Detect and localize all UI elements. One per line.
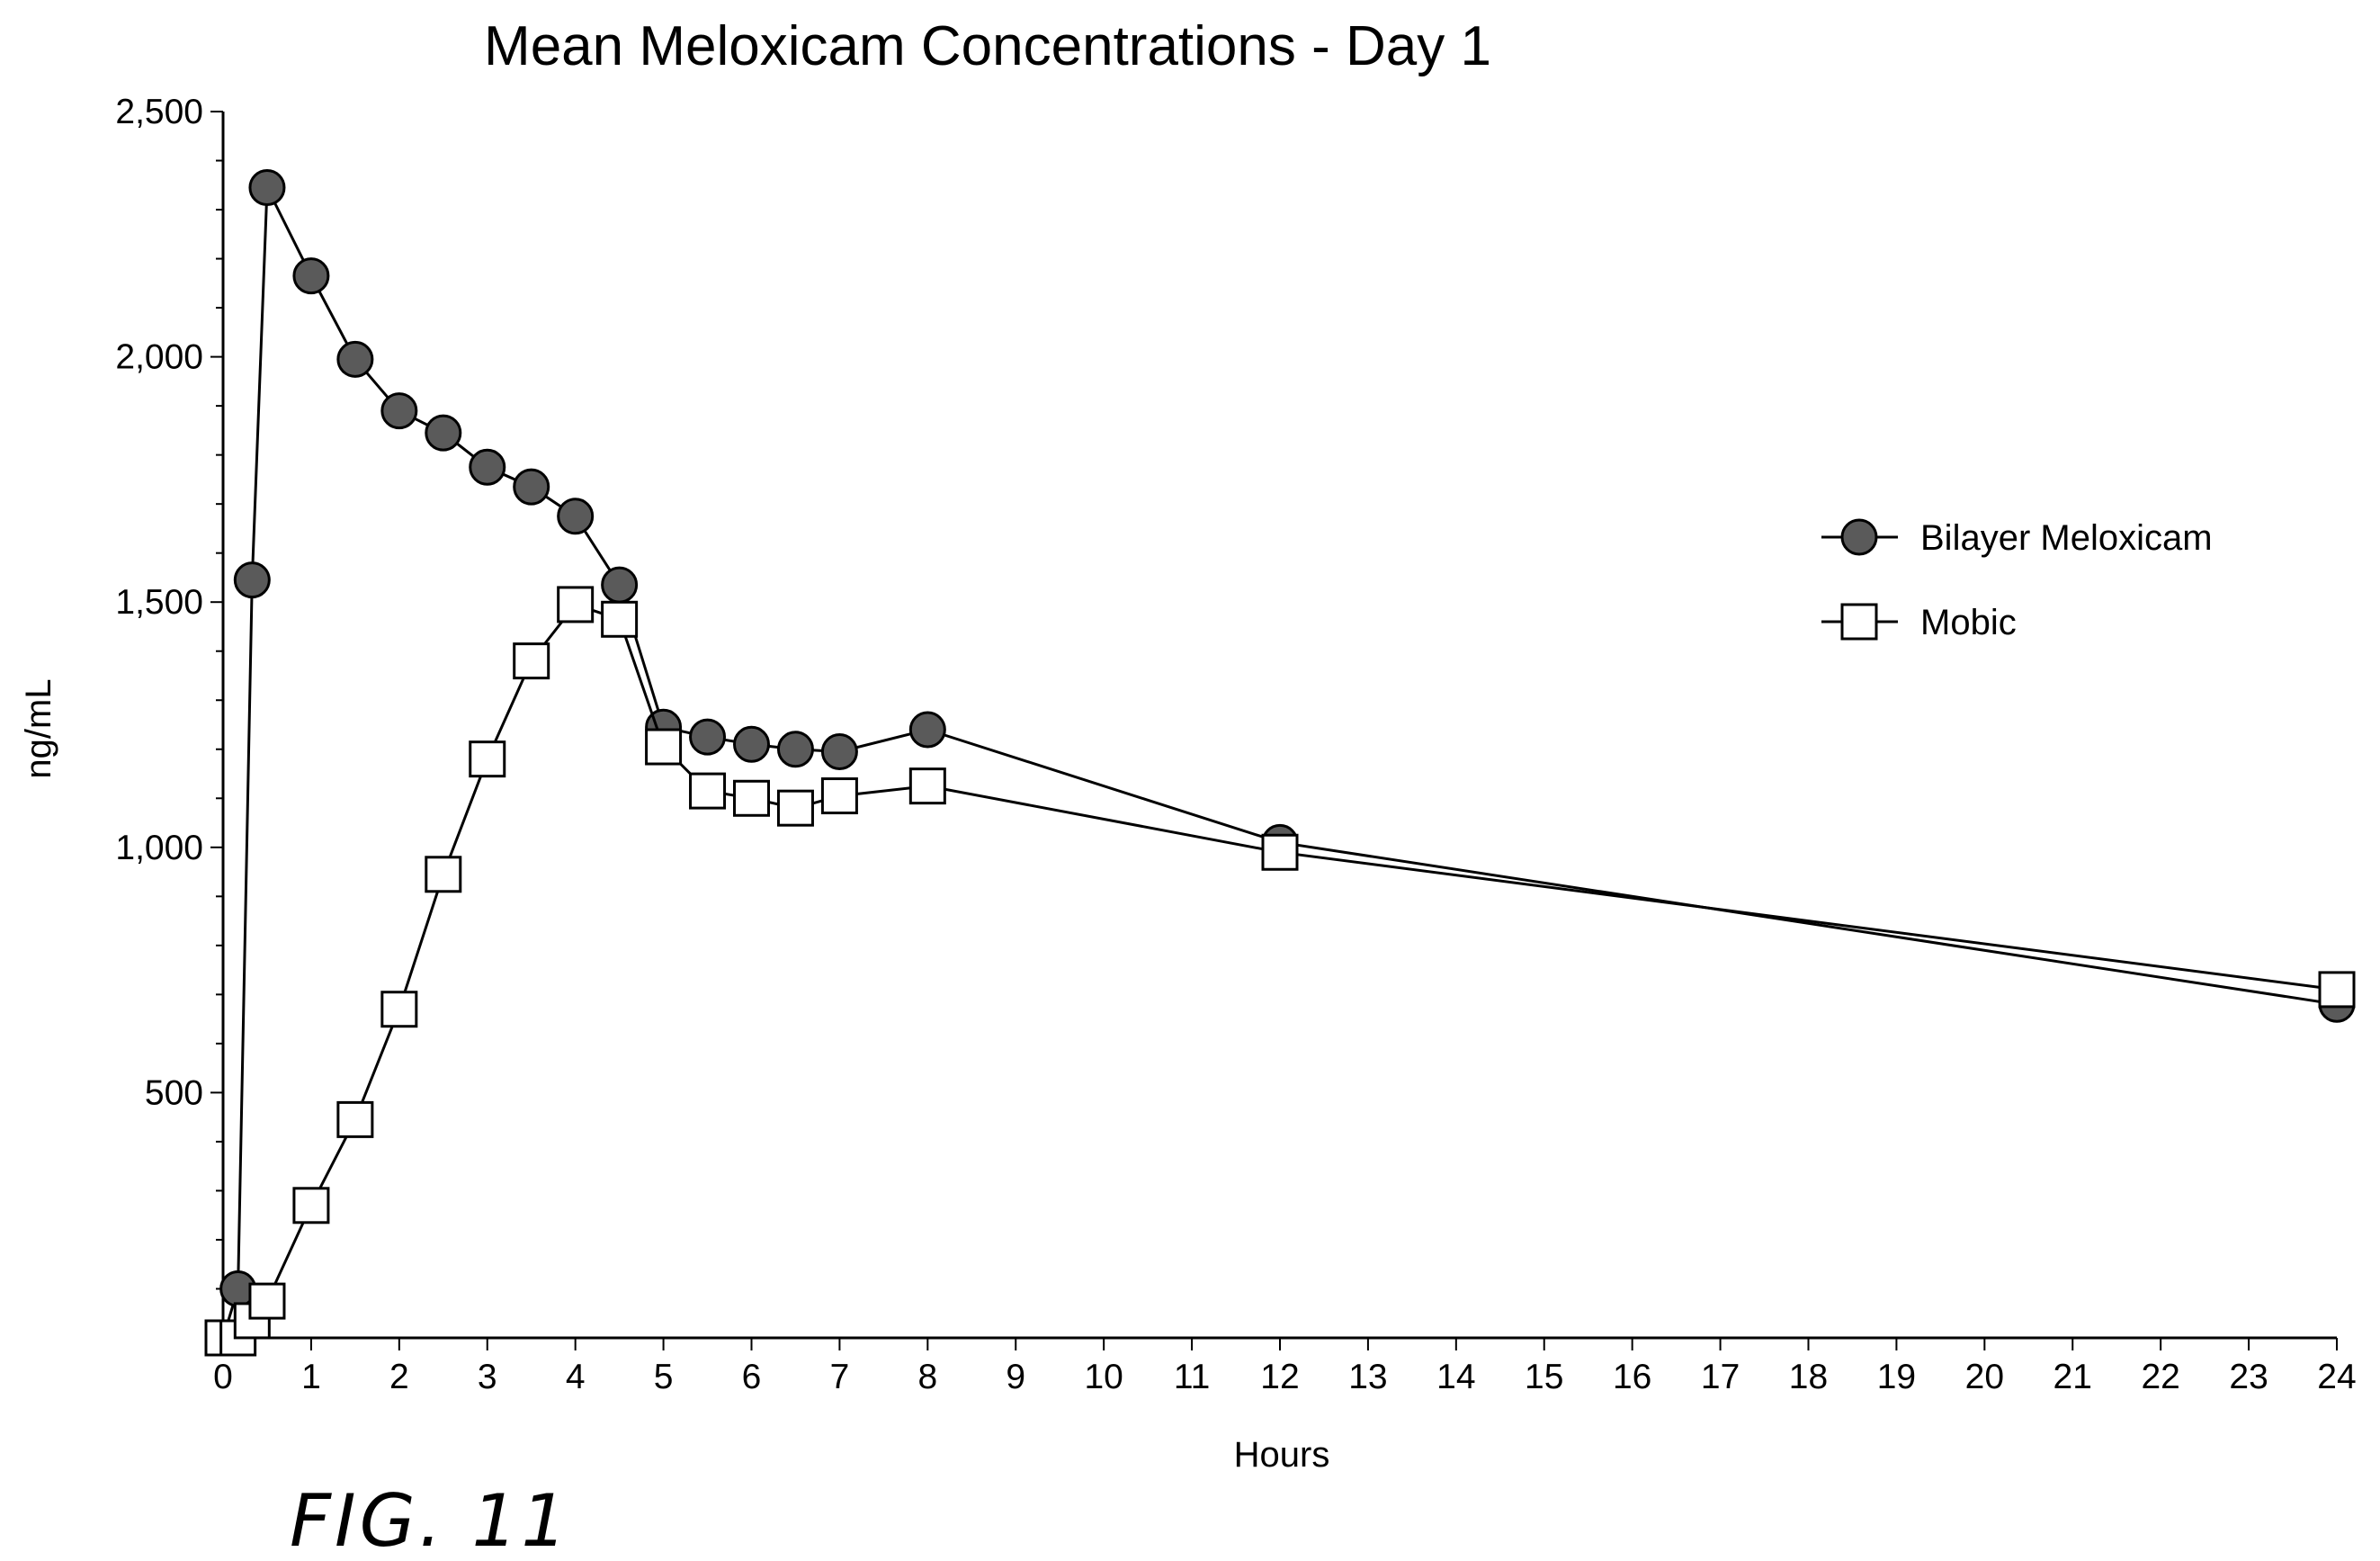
y-axis-label: ng/mL [19, 678, 58, 778]
figure-label: FIG. 11 [290, 1479, 570, 1561]
x-tick-label: 12 [1260, 1358, 1299, 1396]
data-point [557, 498, 595, 535]
data-point [2318, 971, 2356, 1009]
legend: Bilayer Meloxicam Mobic [1821, 518, 2213, 642]
data-point [689, 718, 727, 756]
y-tick-label: 500 [145, 1073, 203, 1112]
y-tick-label: 1,000 [115, 829, 203, 867]
data-point [908, 711, 946, 749]
data-point [776, 731, 814, 768]
x-tick-label: 24 [2317, 1358, 2356, 1396]
data-point [513, 642, 550, 680]
data-point [820, 732, 858, 770]
x-tick-label: 6 [742, 1358, 762, 1396]
series-line-mobic [223, 603, 2338, 1340]
data-point [733, 725, 770, 763]
x-tick-label: 21 [2053, 1358, 2092, 1396]
data-point [689, 772, 727, 810]
data-point [645, 728, 683, 766]
x-tick-label: 13 [1348, 1358, 1387, 1396]
x-tick-label: 17 [1701, 1358, 1740, 1396]
x-tick-label: 16 [1613, 1358, 1651, 1396]
chart-title: Mean Meloxicam Concentrations - Day 1 [484, 15, 1491, 77]
legend-marker [1840, 603, 1878, 641]
data-point [380, 392, 418, 430]
data-point [292, 1187, 330, 1225]
data-point [248, 1282, 286, 1320]
data-point [292, 257, 330, 295]
x-tick-label: 7 [830, 1358, 850, 1396]
legend-label: Bilayer Meloxicam [1920, 518, 2213, 558]
x-axis-label: Hours [1234, 1435, 1330, 1475]
data-point [380, 991, 418, 1028]
x-tick-label: 1 [301, 1358, 321, 1396]
data-point [425, 414, 462, 452]
x-tick-label: 23 [2229, 1358, 2268, 1396]
legend-item-mobic: Mobic [1821, 603, 2017, 642]
data-point [248, 169, 286, 207]
data-point [425, 856, 462, 893]
series-bilayer-meloxicam [204, 169, 2356, 1357]
x-tick-label: 15 [1525, 1358, 1563, 1396]
x-tick-label: 22 [2141, 1358, 2179, 1396]
x-tick-label: 3 [478, 1358, 497, 1396]
x-tick-label: 5 [654, 1358, 674, 1396]
x-tick-label: 8 [917, 1358, 937, 1396]
x-tick-label: 2 [389, 1358, 409, 1396]
legend-marker [1840, 518, 1878, 556]
data-point [601, 600, 639, 638]
y-axis: 500 1,000 1,500 2,000 2,500 [115, 93, 225, 1338]
x-tick-label: 20 [1965, 1358, 2004, 1396]
x-tick-label: 19 [1877, 1358, 1916, 1396]
x-tick-label: 10 [1084, 1358, 1123, 1396]
plot-series [204, 169, 2356, 1357]
data-point [469, 448, 506, 486]
y-tick-label: 2,000 [115, 338, 203, 377]
x-axis: 0 1 2 3 4 5 6 7 8 9 10 11 12 13 14 15 16 17 18 19 20 21 22 23 24 [213, 1336, 2357, 1396]
data-point [1261, 833, 1299, 871]
x-tick-label: 18 [1789, 1358, 1828, 1396]
data-point [820, 777, 858, 815]
series-mobic [204, 586, 2356, 1357]
data-point [469, 740, 506, 778]
series-line-bilayer-meloxicam [221, 186, 2338, 1339]
data-point [601, 566, 639, 604]
x-tick-label: 0 [213, 1358, 233, 1396]
x-tick-label: 4 [566, 1358, 586, 1396]
data-point [233, 561, 271, 599]
x-tick-label: 14 [1436, 1358, 1475, 1396]
x-tick-label: 11 [1174, 1358, 1211, 1396]
data-point [513, 468, 550, 506]
data-point [908, 767, 946, 805]
legend-label: Mobic [1920, 603, 2017, 642]
data-point [733, 779, 770, 817]
data-point [776, 789, 814, 827]
data-point [557, 586, 595, 624]
data-point [336, 340, 374, 378]
y-tick-label: 2,500 [115, 93, 203, 131]
x-tick-label: 9 [1006, 1358, 1025, 1396]
legend-item-bilayer-meloxicam: Bilayer Meloxicam [1821, 518, 2213, 558]
data-point [336, 1100, 374, 1138]
y-tick-label: 1,500 [115, 583, 203, 622]
